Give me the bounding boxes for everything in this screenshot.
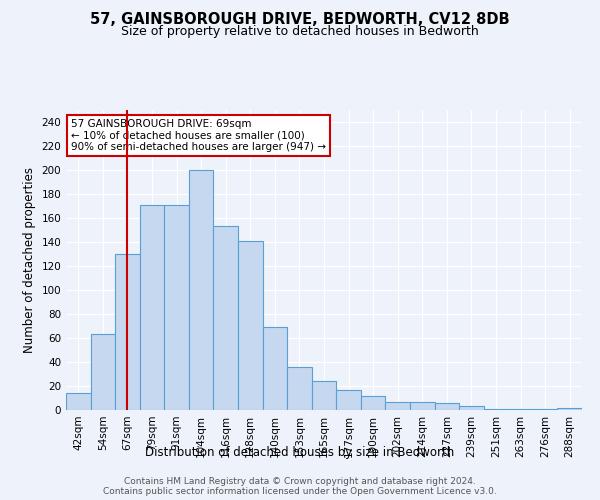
Bar bbox=[336, 390, 361, 410]
Bar bbox=[361, 396, 385, 410]
Bar bbox=[508, 409, 533, 410]
Bar bbox=[287, 367, 312, 410]
Bar bbox=[385, 402, 410, 410]
Bar bbox=[484, 409, 508, 410]
Text: Contains public sector information licensed under the Open Government Licence v3: Contains public sector information licen… bbox=[103, 486, 497, 496]
Text: Contains HM Land Registry data © Crown copyright and database right 2024.: Contains HM Land Registry data © Crown c… bbox=[124, 476, 476, 486]
Text: 57, GAINSBOROUGH DRIVE, BEDWORTH, CV12 8DB: 57, GAINSBOROUGH DRIVE, BEDWORTH, CV12 8… bbox=[90, 12, 510, 28]
Text: Distribution of detached houses by size in Bedworth: Distribution of detached houses by size … bbox=[145, 446, 455, 459]
Bar bbox=[164, 205, 189, 410]
Bar bbox=[214, 226, 238, 410]
Bar bbox=[459, 406, 484, 410]
Bar bbox=[140, 205, 164, 410]
Bar bbox=[434, 403, 459, 410]
Bar bbox=[115, 254, 140, 410]
Bar bbox=[410, 402, 434, 410]
Bar bbox=[189, 170, 214, 410]
Bar bbox=[533, 409, 557, 410]
Bar bbox=[312, 381, 336, 410]
Bar bbox=[238, 241, 263, 410]
Y-axis label: Number of detached properties: Number of detached properties bbox=[23, 167, 36, 353]
Bar bbox=[263, 327, 287, 410]
Bar bbox=[66, 393, 91, 410]
Text: 57 GAINSBOROUGH DRIVE: 69sqm
← 10% of detached houses are smaller (100)
90% of s: 57 GAINSBOROUGH DRIVE: 69sqm ← 10% of de… bbox=[71, 119, 326, 152]
Bar bbox=[91, 334, 115, 410]
Bar bbox=[557, 408, 582, 410]
Text: Size of property relative to detached houses in Bedworth: Size of property relative to detached ho… bbox=[121, 25, 479, 38]
